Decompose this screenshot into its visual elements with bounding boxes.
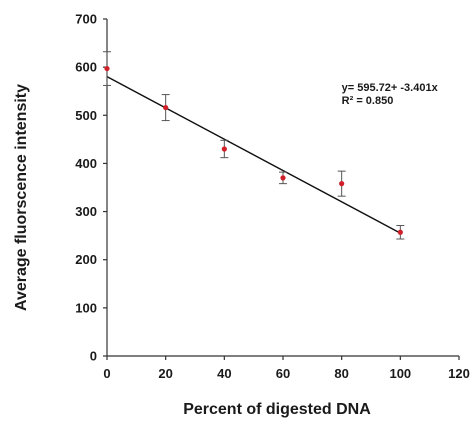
x-tick-label: 40 <box>217 366 231 381</box>
data-point <box>163 104 169 111</box>
data-point <box>221 146 227 152</box>
trendline-equation: y= 595.72+ -3.401x <box>342 82 439 94</box>
y-tick-label: 200 <box>75 252 97 267</box>
data-point <box>104 65 110 72</box>
trendline <box>106 76 401 234</box>
trendline-group <box>106 76 401 234</box>
x-tick-label: 120 <box>448 366 470 381</box>
data-point <box>280 175 286 181</box>
x-tick-label: 20 <box>158 366 172 381</box>
data-point <box>397 229 403 235</box>
y-tick-label: 0 <box>90 349 97 364</box>
y-tick-label: 700 <box>75 12 97 27</box>
points-group <box>103 51 405 240</box>
trendline-r-squared: R² = 0.850 <box>342 95 394 107</box>
data-point <box>339 181 345 187</box>
x-tick-label: 0 <box>103 366 110 381</box>
y-tick-label: 500 <box>75 108 97 123</box>
y-tick-label: 100 <box>75 300 97 315</box>
y-ticks: 0 100 200 300 400 500 600 700 <box>75 12 107 364</box>
x-ticks: 0 20 40 60 80 100 120 <box>103 356 470 381</box>
x-tick-label: 60 <box>276 366 290 381</box>
axes <box>106 19 459 357</box>
x-tick-label: 100 <box>389 366 411 381</box>
y-tick-label: 600 <box>75 60 97 75</box>
x-tick-label: 80 <box>334 366 348 381</box>
y-axis-title: Average fluorscence intensity <box>13 84 30 311</box>
y-tick-label: 400 <box>75 156 97 171</box>
y-tick-label: 300 <box>75 204 97 219</box>
x-axis-title: Percent of digested DNA <box>183 401 371 418</box>
